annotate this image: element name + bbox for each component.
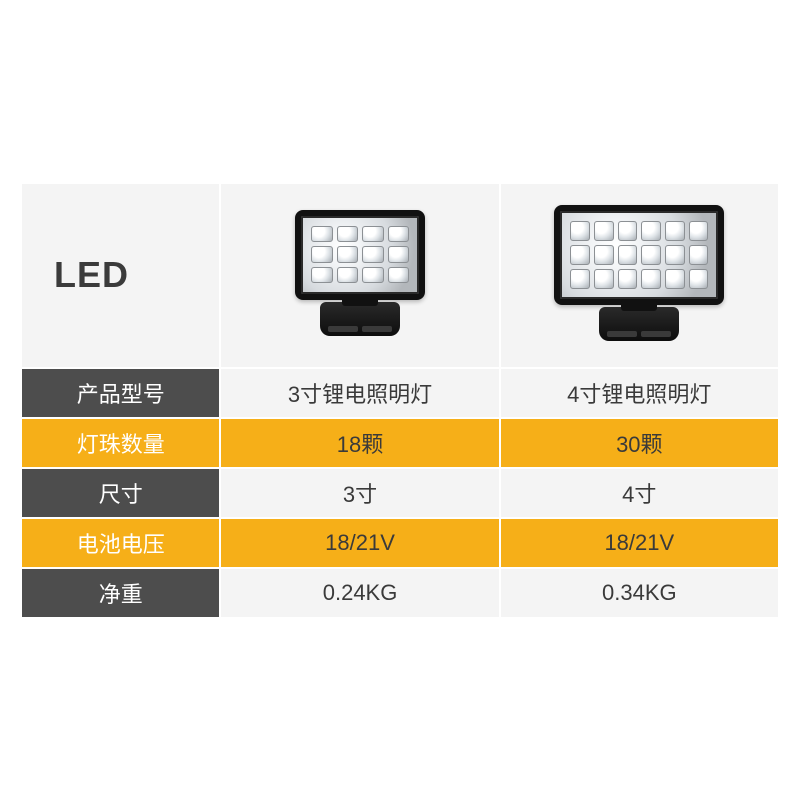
table-header-row: LED (21, 183, 779, 368)
spec-label: 电池电压 (21, 518, 220, 568)
table-row: 净重 0.24KG 0.34KG (21, 568, 779, 618)
spec-label: 产品型号 (21, 368, 220, 418)
spec-value: 18/21V (500, 518, 779, 568)
table-row: 产品型号 3寸锂电照明灯 4寸锂电照明灯 (21, 368, 779, 418)
spec-label: 尺寸 (21, 468, 220, 518)
spec-value: 3寸锂电照明灯 (220, 368, 499, 418)
product-image-2 (500, 183, 779, 368)
table-row: 灯珠数量 18颗 30颗 (21, 418, 779, 468)
spec-value: 0.34KG (500, 568, 779, 618)
spec-value: 0.24KG (220, 568, 499, 618)
spec-value: 18颗 (220, 418, 499, 468)
spec-value: 4寸 (500, 468, 779, 518)
spec-label: 净重 (21, 568, 220, 618)
spec-value: 30颗 (500, 418, 779, 468)
spec-label: 灯珠数量 (21, 418, 220, 468)
led-lamp-icon (554, 205, 724, 341)
spec-value: 3寸 (220, 468, 499, 518)
table-row: 电池电压 18/21V 18/21V (21, 518, 779, 568)
product-image-1 (220, 183, 499, 368)
spec-value: 18/21V (220, 518, 499, 568)
led-lamp-icon (295, 210, 425, 336)
spec-value: 4寸锂电照明灯 (500, 368, 779, 418)
table-row: 尺寸 3寸 4寸 (21, 468, 779, 518)
spec-comparison-table: LED 产品型号 3寸锂电照明灯 4寸锂电照明灯 灯珠数量 18颗 30颗 尺寸… (20, 182, 780, 619)
table-title: LED (21, 183, 220, 368)
